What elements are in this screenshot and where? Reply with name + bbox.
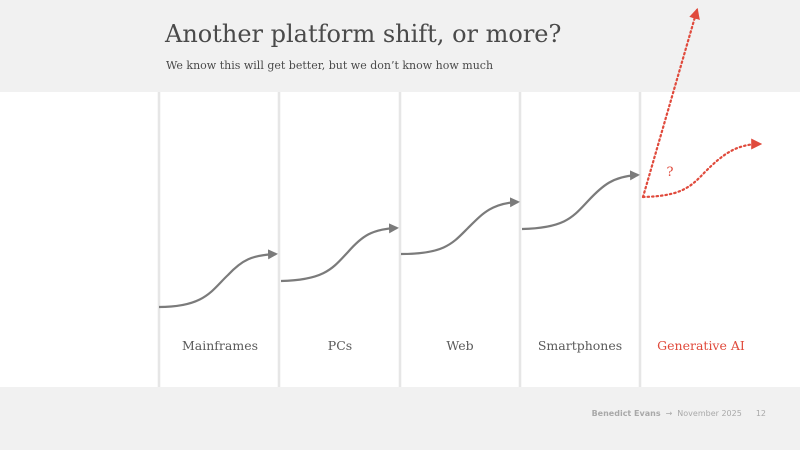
question-mark: ? [667,165,674,180]
era-label-pcs: PCs [327,338,353,353]
page-number: 12 [755,409,766,418]
generative-ai-steep-arrow [641,7,700,199]
pcs-curve [280,223,399,283]
smartphones-curve [521,170,640,231]
web-curve [400,197,520,256]
generative-ai-curve-arrow [641,138,763,199]
era-label-mainframes: Mainframes [181,338,259,353]
mainframes-curve [158,249,278,309]
era-label-web: Web [446,338,474,353]
footer-band [0,387,800,450]
slide-title: Another platform shift, or more? [165,20,562,48]
header-band [0,0,800,92]
footer-arrow: → [665,409,673,418]
slide-footer: Benedict Evans → November 2025 12 [592,409,766,418]
footer-author: Benedict Evans [591,409,661,418]
footer-date: November 2025 [677,409,742,418]
era-label-smartphones: Smartphones [537,338,623,353]
slide-subtitle: We know this will get better, but we don… [166,59,494,72]
era-label-generative-ai: Generative AI [657,338,745,353]
